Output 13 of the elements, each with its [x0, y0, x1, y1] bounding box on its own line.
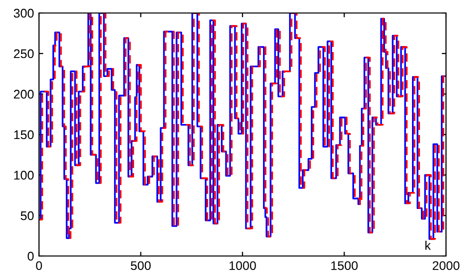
x-tick-label: 1500: [331, 261, 358, 270]
y-tick-label: 150: [14, 130, 34, 140]
x-tick-label: 0: [36, 261, 42, 270]
y-tick-label: 200: [14, 90, 34, 99]
x-tick-label: 2000: [432, 261, 460, 270]
y-tick-label: 50: [20, 211, 34, 220]
y-tick-label: 0: [28, 252, 34, 261]
x-tick-label: 500: [130, 261, 151, 270]
y-tick-label: 100: [14, 170, 34, 180]
y-tick-label: 250: [14, 49, 34, 58]
y-tick-label: 300: [14, 8, 34, 18]
annotation: k: [425, 240, 431, 250]
x-tick-label: 1000: [230, 261, 256, 270]
